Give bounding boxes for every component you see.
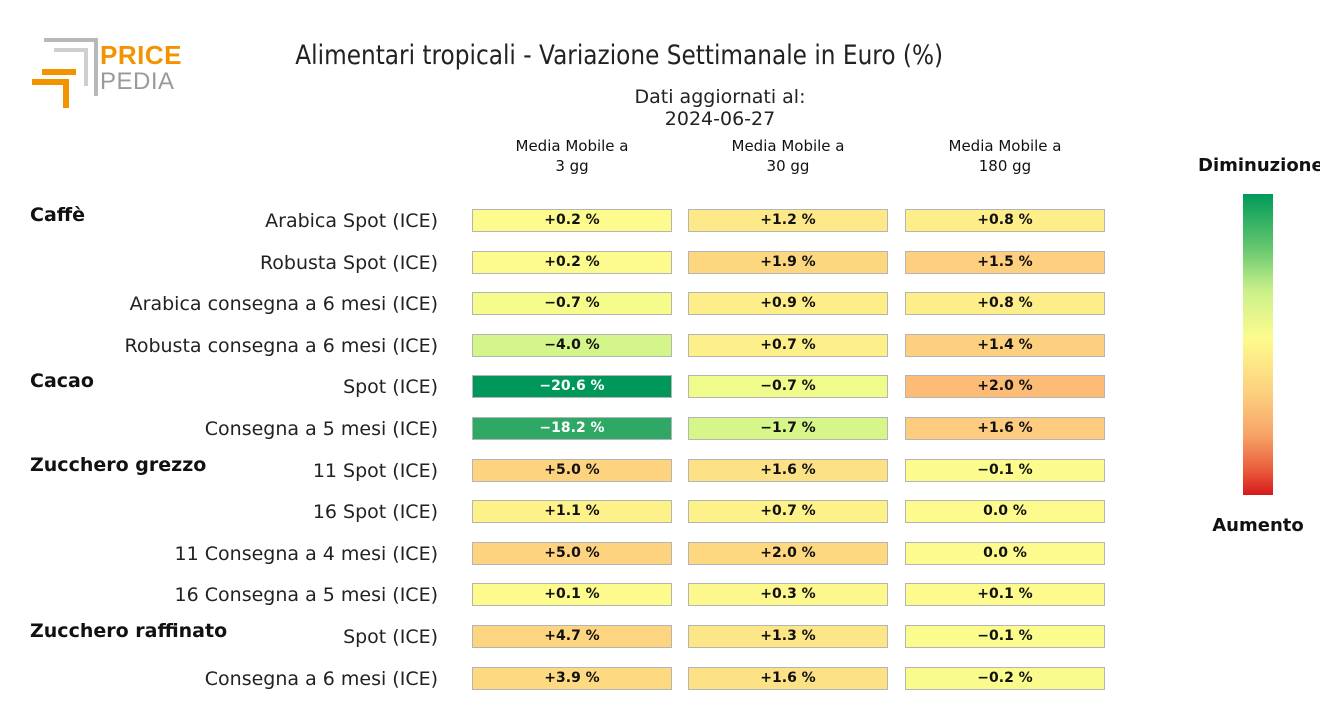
column-header: Media Mobile a 30 gg	[731, 137, 845, 175]
color-scale-bar	[1243, 194, 1273, 495]
column-header: Media Mobile a 180 gg	[948, 137, 1062, 175]
heatmap-cell: +1.3 %	[688, 625, 888, 648]
heatmap-cell: +1.5 %	[905, 250, 1105, 274]
heatmap-cell: −0.7 %	[472, 292, 672, 316]
row-label: 11 Consegna a 4 mesi (ICE)	[174, 542, 438, 565]
chart-subtitle: Dati aggiornati al: 2024-06-27	[634, 86, 806, 130]
row-label: Arabica Spot (ICE)	[265, 210, 438, 232]
heatmap-cell: −0.7 %	[688, 375, 888, 399]
heatmap-cell: +0.1 %	[905, 583, 1105, 607]
group-label: Zucchero grezzo	[30, 453, 207, 476]
heatmap-cell: +1.6 %	[688, 666, 888, 690]
heatmap-cell: +0.7 %	[688, 500, 888, 524]
heatmap-cell: +2.0 %	[905, 375, 1105, 399]
row-label: 16 Spot (ICE)	[312, 501, 438, 524]
group-label: Caffè	[30, 204, 86, 226]
row-label: Spot (ICE)	[343, 376, 438, 399]
legend-bottom-label: Aumento	[1212, 515, 1304, 536]
heatmap-cell: +1.1 %	[472, 500, 672, 524]
pricepedia-logo: PRICE PEDIA	[30, 38, 190, 110]
heatmap-cell: +1.6 %	[688, 458, 888, 482]
heatmap-cell: +0.3 %	[688, 583, 888, 607]
heatmap-cell: −4.0 %	[472, 333, 672, 357]
logo-word-price: PRICE	[100, 40, 182, 70]
logo-mark-icon	[32, 38, 98, 108]
heatmap-cell: 0.0 %	[905, 500, 1105, 524]
heatmap-cell: +1.2 %	[688, 209, 888, 232]
heatmap-cell: +3.9 %	[472, 666, 672, 690]
chart-title: Alimentari tropicali - Variazione Settim…	[295, 40, 944, 71]
group-label: Zucchero raffinato	[30, 620, 228, 642]
row-label: Spot (ICE)	[343, 626, 438, 648]
heatmap-cell: −0.1 %	[905, 458, 1105, 482]
heatmap-cell: +1.9 %	[688, 250, 888, 274]
logo-word-pedia: PEDIA	[100, 68, 175, 95]
heatmap-cell: −18.2 %	[472, 417, 672, 440]
row-label: Robusta consegna a 6 mesi (ICE)	[124, 334, 438, 357]
row-label: 11 Spot (ICE)	[312, 459, 438, 482]
heatmap-cell: +1.6 %	[905, 417, 1105, 440]
heatmap-cell: +1.4 %	[905, 333, 1105, 357]
legend-top-label: Diminuzione	[1198, 155, 1320, 176]
row-label: Robusta Spot (ICE)	[259, 251, 438, 274]
heatmap-cell: 0.0 %	[905, 541, 1105, 565]
heatmap-cell: +5.0 %	[472, 458, 672, 482]
row-label: Consegna a 5 mesi (ICE)	[204, 418, 438, 440]
column-header: Media Mobile a 3 gg	[515, 137, 629, 175]
heatmap-cell: −0.1 %	[905, 625, 1105, 648]
row-label: Arabica consegna a 6 mesi (ICE)	[129, 293, 438, 316]
heatmap-cell: −20.6 %	[472, 375, 672, 399]
heatmap-cell: +0.8 %	[905, 292, 1105, 316]
heatmap-cell: +0.2 %	[472, 250, 672, 274]
heatmap-cell: +0.2 %	[472, 209, 672, 232]
heatmap-cell: +0.1 %	[472, 583, 672, 607]
heatmap-cell: +0.8 %	[905, 209, 1105, 232]
heatmap-cell: +0.9 %	[688, 292, 888, 316]
group-label: Cacao	[30, 370, 94, 393]
row-label: Consegna a 6 mesi (ICE)	[204, 667, 438, 690]
heatmap-cell: +2.0 %	[688, 541, 888, 565]
heatmap-cell: +5.0 %	[472, 541, 672, 565]
heatmap-cell: −0.2 %	[905, 666, 1105, 690]
heatmap-cell: +4.7 %	[472, 625, 672, 648]
heatmap-cell: −1.7 %	[688, 417, 888, 440]
row-label: 16 Consegna a 5 mesi (ICE)	[174, 584, 438, 607]
heatmap-cell: +0.7 %	[688, 333, 888, 357]
